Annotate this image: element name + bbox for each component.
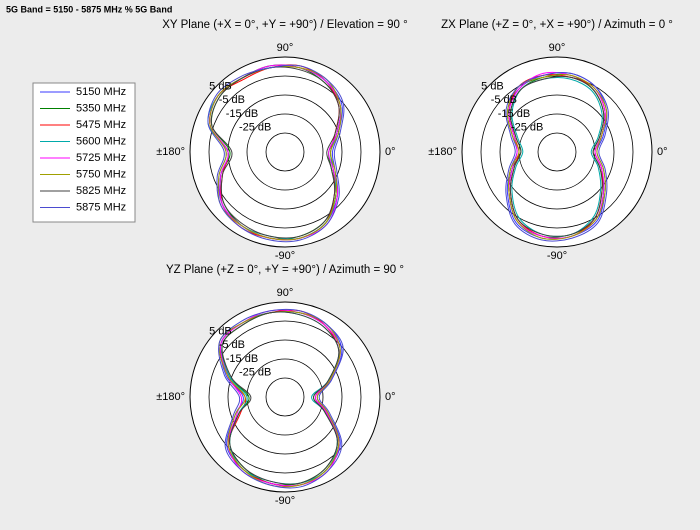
- angle-tick-label: ±180°: [156, 146, 185, 158]
- angle-tick-label: ±180°: [428, 146, 457, 158]
- radial-grid-ring: [208, 320, 362, 474]
- radial-grid-ring: [499, 94, 615, 210]
- radial-tick-label: -15 dB: [498, 108, 530, 120]
- radial-grid-ring: [265, 132, 305, 172]
- pattern-line: [511, 77, 603, 238]
- angle-tick-label: 90°: [277, 287, 294, 299]
- legend-label: 5825 MHz: [76, 185, 126, 197]
- pattern-line: [509, 75, 605, 237]
- angle-tick-label: 0°: [385, 391, 396, 403]
- angle-tick-label: 90°: [277, 42, 294, 54]
- radial-grid-ring: [208, 75, 362, 229]
- radial-grid-ring: [227, 339, 343, 455]
- radial-grid-ring: [480, 75, 634, 229]
- radial-tick-label: -5 dB: [491, 94, 517, 106]
- chart-title: YZ Plane (+Z = 0°, +Y = +90°) / Azimuth …: [166, 264, 404, 276]
- angle-tick-label: 90°: [549, 42, 566, 54]
- legend-label: 5350 MHz: [76, 102, 126, 114]
- radial-tick-label: -15 dB: [226, 108, 258, 120]
- plot-disk: [189, 301, 381, 493]
- radial-grid-ring: [246, 113, 324, 191]
- radial-tick-label: 5 dB: [209, 80, 232, 92]
- angle-tick-label: ±180°: [156, 391, 185, 403]
- angle-tick-label: -90°: [547, 250, 567, 262]
- radial-grid-ring: [265, 377, 305, 417]
- legend-label: 5475 MHz: [76, 119, 126, 131]
- angle-tick-label: 0°: [657, 146, 668, 158]
- page-title: 5G Band = 5150 - 5875 MHz % 5G Band: [6, 4, 172, 14]
- legend-box: [32, 82, 136, 223]
- radial-tick-label: -15 dB: [226, 353, 258, 365]
- radial-tick-label: -25 dB: [239, 366, 271, 378]
- legend-label: 5750 MHz: [76, 168, 126, 180]
- radial-tick-label: -5 dB: [219, 94, 245, 106]
- legend-label: 5725 MHz: [76, 152, 126, 164]
- pattern-line: [218, 308, 344, 489]
- radial-tick-label: -25 dB: [511, 121, 543, 133]
- chart-title: ZX Plane (+Z = 0°, +X = +90°) / Azimuth …: [441, 19, 673, 31]
- radial-tick-label: -5 dB: [219, 339, 245, 351]
- radial-tick-label: 5 dB: [481, 80, 504, 92]
- legend-label: 5150 MHz: [76, 86, 126, 98]
- chart-title: XY Plane (+X = 0°, +Y = +90°) / Elevatio…: [162, 19, 407, 31]
- radial-tick-label: -25 dB: [239, 121, 271, 133]
- plot-disk: [189, 56, 381, 248]
- radial-tick-label: 5 dB: [209, 325, 232, 337]
- pattern-line: [207, 64, 345, 243]
- legend-label: 5875 MHz: [76, 201, 126, 213]
- pattern-line: [506, 74, 608, 240]
- angle-tick-label: -90°: [275, 250, 295, 262]
- pattern-line: [505, 72, 609, 242]
- pattern-line: [210, 66, 340, 239]
- angle-tick-label: 0°: [385, 146, 396, 158]
- angle-tick-label: -90°: [275, 495, 295, 507]
- legend-label: 5600 MHz: [76, 135, 126, 147]
- pattern-line: [221, 311, 340, 485]
- radial-grid-ring: [537, 132, 577, 172]
